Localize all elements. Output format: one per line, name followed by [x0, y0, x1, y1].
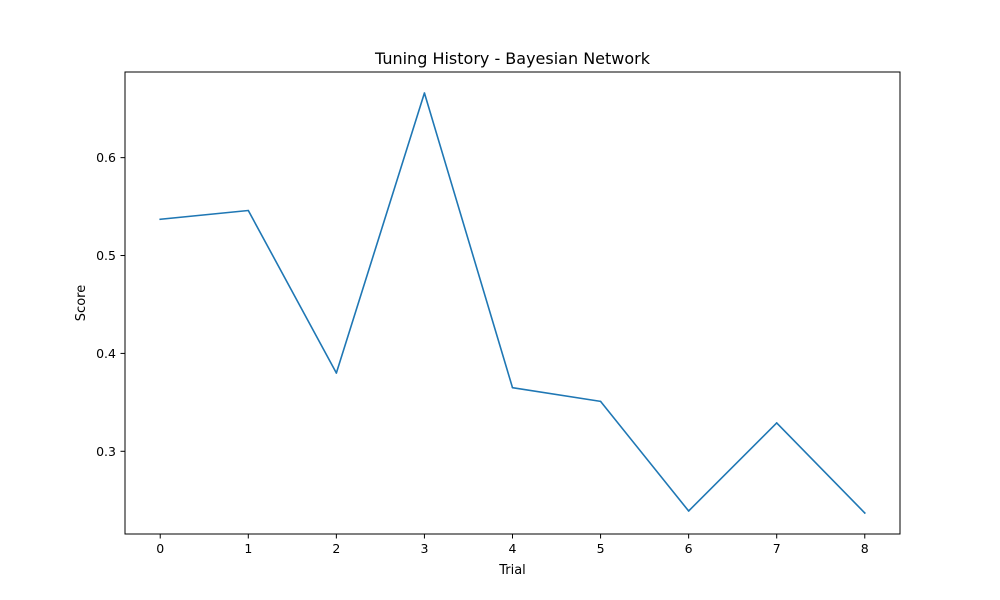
x-tick-label: 2: [332, 541, 340, 556]
data-point: [863, 512, 866, 514]
data-point: [511, 386, 514, 389]
x-tick-label: 1: [244, 541, 252, 556]
data-point: [687, 510, 690, 512]
data-point: [423, 92, 426, 94]
x-tick-label: 5: [597, 541, 605, 556]
chart-title: Tuning History - Bayesian Network: [374, 49, 651, 68]
y-axis-title: Score: [74, 285, 89, 321]
axes-frame: [124, 71, 901, 535]
x-tick-label: 7: [773, 541, 781, 556]
x-tick-label: 0: [156, 541, 164, 556]
data-point: [775, 422, 778, 424]
data-point: [247, 209, 250, 212]
data-point: [159, 218, 162, 221]
data-point: [335, 372, 338, 374]
x-tick-label: 4: [509, 541, 517, 556]
x-tick-label: 6: [685, 541, 693, 556]
x-tick-label: 8: [861, 541, 869, 556]
x-tick-label: 3: [420, 541, 428, 556]
x-axis-title: Trial: [498, 563, 526, 578]
y-tick-label: 0.4: [96, 346, 116, 361]
y-tick-label: 0.3: [96, 444, 116, 459]
plot-area: 0 1 2 3 4 5 6 7 8 0.3 0.4 0.5 0.6: [96, 71, 901, 556]
y-tick-label: 0.6: [96, 150, 116, 165]
data-point: [599, 400, 602, 403]
y-tick-label: 0.5: [96, 248, 116, 263]
